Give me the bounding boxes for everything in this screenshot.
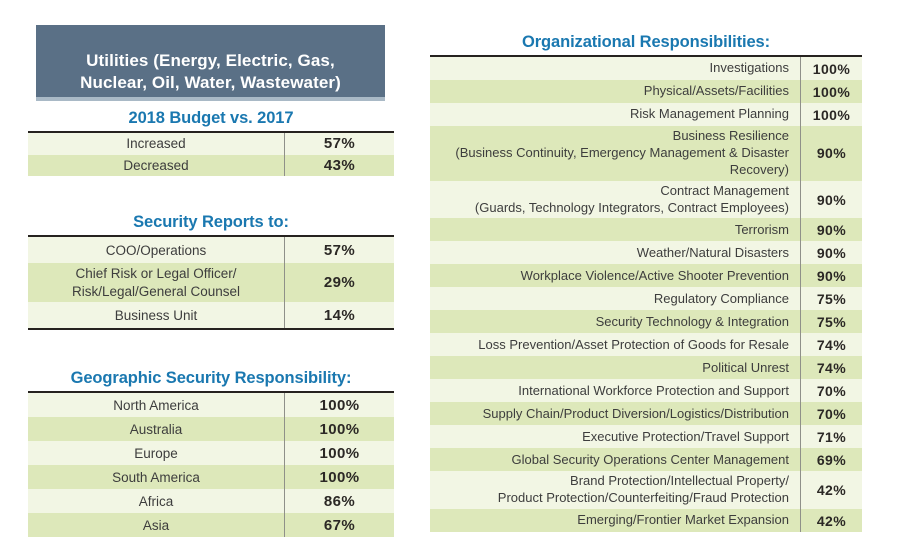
- row-value: 90%: [800, 126, 862, 181]
- row-label: Political Unrest: [702, 359, 789, 375]
- row-label: Australia: [129, 421, 183, 437]
- row-value: 69%: [800, 448, 862, 472]
- utilities-title: Utilities (Energy, Electric, Gas, Nuclea…: [80, 51, 341, 92]
- row-value: 43%: [284, 154, 394, 177]
- table-row: Risk Management Planning 100%: [430, 103, 862, 126]
- table-row: Terrorism 90%: [430, 218, 862, 242]
- row-label: Workplace Violence/Active Shooter Preven…: [520, 267, 789, 283]
- row-value: 86%: [284, 489, 394, 514]
- table-row: South America 100%: [28, 465, 394, 490]
- row-value: 100%: [800, 80, 862, 103]
- row-label: Investigations: [709, 60, 790, 76]
- row-value: 70%: [800, 402, 862, 426]
- row-label: Increased: [126, 136, 186, 152]
- row-label: International Workforce Protection and S…: [518, 382, 789, 398]
- budget-table: Increased 57% Decreased 43%: [28, 131, 394, 177]
- row-value: 74%: [800, 356, 862, 380]
- row-label: Decreased: [123, 157, 189, 173]
- row-value: 75%: [800, 287, 862, 311]
- table-row: Weather/Natural Disasters 90%: [430, 241, 862, 265]
- row-label: Loss Prevention/Asset Protection of Good…: [478, 336, 789, 352]
- row-value: 71%: [800, 425, 862, 449]
- row-label: Africa: [138, 493, 174, 509]
- row-label: Executive Protection/Travel Support: [582, 428, 789, 444]
- table-row: Workplace Violence/Active Shooter Preven…: [430, 264, 862, 288]
- table-row: Increased 57%: [28, 133, 394, 155]
- row-value: 90%: [800, 241, 862, 265]
- table-row: Executive Protection/Travel Support 71%: [430, 425, 862, 449]
- row-label: Regulatory Compliance: [653, 290, 789, 306]
- table-row: Contract Management (Guards, Technology …: [430, 180, 862, 219]
- table-row: International Workforce Protection and S…: [430, 379, 862, 403]
- table-row: COO/Operations 57%: [28, 237, 394, 264]
- row-label: Business Unit: [114, 307, 198, 323]
- row-label: Security Technology & Integration: [595, 313, 789, 329]
- row-value: 100%: [284, 393, 394, 418]
- table-row: Brand Protection/Intellectual Property/ …: [430, 471, 862, 510]
- geographic-table: North America 100% Australia 100% Europe…: [28, 391, 394, 538]
- row-label: Asia: [142, 517, 170, 533]
- row-label: Risk Management Planning: [630, 106, 789, 122]
- row-value: 90%: [800, 218, 862, 242]
- table-row: Supply Chain/Product Diversion/Logistics…: [430, 402, 862, 426]
- table-row: Asia 67%: [28, 513, 394, 538]
- row-label: Physical/Assets/Facilities: [643, 83, 789, 99]
- table-row: Security Technology & Integration 75%: [430, 310, 862, 334]
- row-value: 100%: [284, 441, 394, 466]
- row-label: COO/Operations: [105, 242, 207, 258]
- row-value: 100%: [284, 465, 394, 490]
- row-value: 42%: [800, 509, 862, 533]
- row-value: 14%: [284, 302, 394, 329]
- table-row: Europe 100%: [28, 441, 394, 466]
- row-value: 90%: [800, 264, 862, 288]
- row-value: 29%: [284, 263, 394, 303]
- row-value: 100%: [800, 57, 862, 80]
- row-value: 74%: [800, 333, 862, 357]
- row-value: 57%: [284, 133, 394, 155]
- row-label: Europe: [134, 445, 178, 461]
- row-label: South America: [112, 469, 200, 485]
- row-label: Emerging/Frontier Market Expansion: [577, 512, 789, 528]
- row-label: Contract Management (Guards, Technology …: [474, 182, 789, 215]
- table-row: Physical/Assets/Facilities 100%: [430, 80, 862, 103]
- row-label: Global Security Operations Center Manage…: [511, 451, 789, 467]
- row-value: 67%: [284, 513, 394, 538]
- geographic-heading: Geographic Security Responsibility:: [70, 369, 352, 388]
- budget-heading: 2018 Budget vs. 2017: [128, 109, 294, 128]
- row-value: 90%: [800, 180, 862, 219]
- table-row: Business Resilience (Business Continuity…: [430, 126, 862, 181]
- row-value: 75%: [800, 310, 862, 334]
- table-row: North America 100%: [28, 393, 394, 418]
- table-row: Africa 86%: [28, 489, 394, 514]
- row-value: 42%: [800, 471, 862, 510]
- row-label: Brand Protection/Intellectual Property/ …: [497, 473, 789, 506]
- table-row: Loss Prevention/Asset Protection of Good…: [430, 333, 862, 357]
- row-value: 70%: [800, 379, 862, 403]
- right-column: Organizational Responsibilities: Investi…: [430, 0, 862, 533]
- row-label: Weather/Natural Disasters: [636, 244, 789, 260]
- utilities-header-box: Utilities (Energy, Electric, Gas, Nuclea…: [36, 25, 385, 102]
- table-row: Chief Risk or Legal Officer/ Risk/Legal/…: [28, 263, 394, 303]
- table-row: Australia 100%: [28, 417, 394, 442]
- reports-to-heading: Security Reports to:: [133, 213, 289, 232]
- row-value: 100%: [284, 417, 394, 442]
- row-label: North America: [113, 397, 199, 413]
- row-label: Business Resilience (Business Continuity…: [455, 128, 789, 177]
- table-row: Investigations 100%: [430, 57, 862, 80]
- reports-to-table: COO/Operations 57% Chief Risk or Legal O…: [28, 235, 394, 331]
- table-row: Political Unrest 74%: [430, 356, 862, 380]
- row-label: Terrorism: [734, 221, 789, 237]
- table-row: Regulatory Compliance 75%: [430, 287, 862, 311]
- row-label: Supply Chain/Product Diversion/Logistics…: [482, 405, 789, 421]
- row-value: 100%: [800, 103, 862, 126]
- row-value: 57%: [284, 237, 394, 264]
- table-row: Global Security Operations Center Manage…: [430, 448, 862, 472]
- organizational-heading: Organizational Responsibilities:: [521, 33, 770, 51]
- left-column: Utilities (Energy, Electric, Gas, Nuclea…: [28, 0, 394, 538]
- organizational-table: Investigations 100% Physical/Assets/Faci…: [430, 55, 862, 533]
- table-row: Decreased 43%: [28, 154, 394, 177]
- table-row: Business Unit 14%: [28, 302, 394, 329]
- row-label: Chief Risk or Legal Officer/ Risk/Legal/…: [71, 266, 241, 299]
- table-row: Emerging/Frontier Market Expansion 42%: [430, 509, 862, 533]
